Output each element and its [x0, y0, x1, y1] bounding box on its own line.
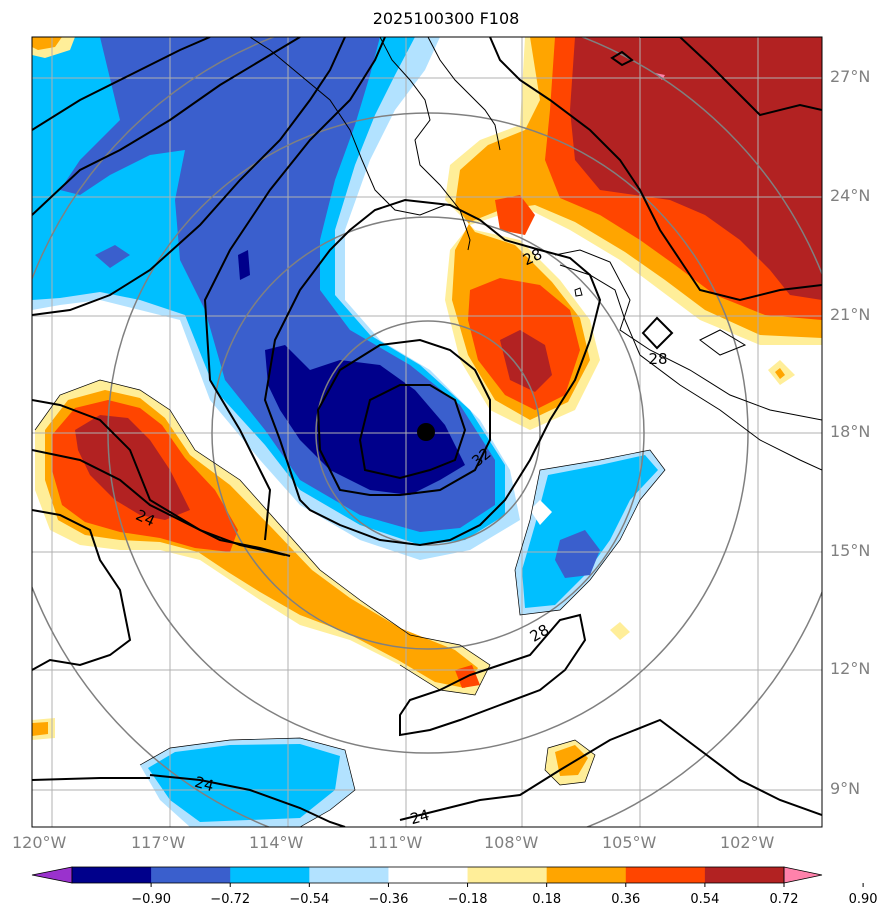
anomaly-outlines: [34, 379, 666, 827]
lat-tick: 12°N: [830, 659, 871, 678]
map-title: 2025100300 F108: [372, 9, 520, 28]
distance-rings: [32, 37, 822, 827]
coastlines: [249, 37, 822, 471]
contour-label: 24: [408, 806, 431, 828]
lat-tick: 27°N: [830, 67, 871, 86]
map-frame: [31, 36, 823, 828]
lon-tick: 108°W: [484, 833, 539, 852]
lon-tick: 117°W: [131, 833, 186, 852]
contour-label: 28: [648, 350, 667, 368]
lat-tick: 24°N: [830, 186, 871, 205]
contour-label: 24: [193, 773, 216, 795]
lat-tick: 9°N: [830, 779, 861, 798]
lon-tick: 114°W: [249, 833, 304, 852]
lat-tick: 15°N: [830, 541, 871, 560]
contour-lines: [32, 37, 822, 827]
lon-tick: 111°W: [368, 833, 423, 852]
lon-tick: 102°W: [720, 833, 775, 852]
lon-tick: 105°W: [602, 833, 657, 852]
lat-tick: 18°N: [830, 422, 871, 441]
lat-tick: 21°N: [830, 305, 871, 324]
storm-center-marker: [417, 423, 435, 441]
negative-anomaly-shading: [32, 37, 665, 827]
lon-tick: 120°W: [12, 833, 67, 852]
